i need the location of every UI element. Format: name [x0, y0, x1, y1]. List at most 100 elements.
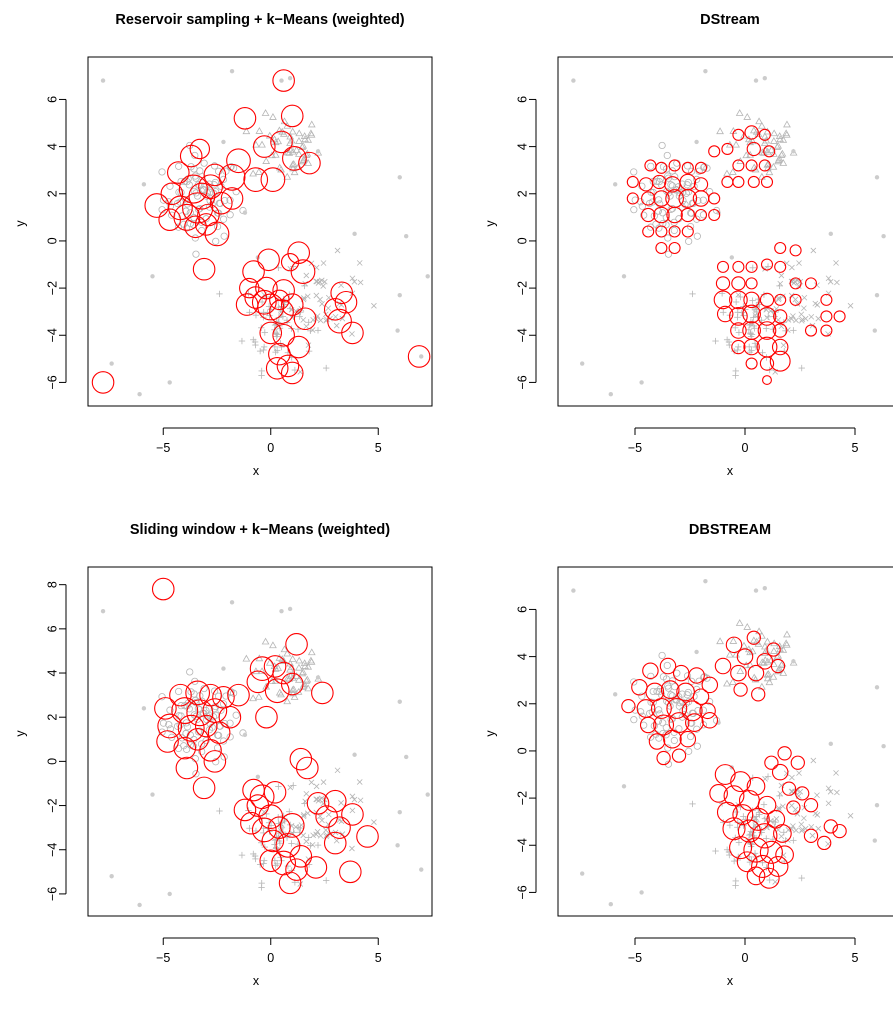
stream-point [269, 113, 277, 120]
cluster-center [757, 795, 777, 815]
stream-point [289, 673, 297, 681]
stream-point [663, 661, 671, 670]
stream-point [288, 654, 297, 662]
stream-point [288, 840, 295, 847]
stream-point [289, 160, 298, 167]
stream-point [694, 706, 702, 715]
cluster-center [732, 260, 745, 273]
noise-point [242, 732, 248, 738]
noise-point [639, 380, 644, 385]
stream-point [794, 811, 801, 817]
stream-point [304, 684, 313, 692]
stream-point [290, 782, 297, 789]
noise-point [874, 685, 880, 690]
stream-point [788, 316, 795, 322]
cluster-center [304, 856, 328, 879]
x-tick-label: 0 [267, 441, 274, 455]
stream-point [314, 278, 320, 285]
stream-point [751, 306, 759, 314]
cluster-center [713, 290, 733, 310]
cluster-center [823, 819, 838, 834]
stream-point [220, 232, 228, 240]
stream-point [796, 770, 802, 776]
cluster-center [289, 845, 313, 868]
stream-point [158, 693, 166, 701]
cluster-center [338, 860, 362, 884]
cluster-center [194, 213, 218, 236]
stream-point [647, 672, 655, 680]
stream-point [278, 655, 287, 662]
cluster-center [278, 871, 302, 895]
stream-point [746, 831, 753, 839]
x-tick-label: −5 [156, 441, 170, 455]
stream-point [303, 323, 310, 330]
stream-point [668, 692, 676, 700]
cluster-center [641, 207, 656, 223]
cluster-center [668, 225, 681, 238]
stream-point [258, 372, 265, 379]
noise-point [608, 902, 613, 907]
cluster-center [745, 159, 758, 172]
cluster-center [280, 104, 304, 128]
stream-point [753, 815, 759, 821]
cluster-center [259, 849, 283, 873]
stream-point [815, 315, 822, 322]
stream-point [159, 719, 168, 727]
stream-point [215, 167, 223, 175]
stream-point [289, 147, 297, 155]
stream-point [277, 690, 285, 698]
stream-point [261, 109, 270, 116]
cluster-center [167, 161, 190, 184]
stream-point [649, 698, 657, 707]
stream-point [249, 694, 258, 702]
stream-point [664, 234, 672, 242]
cluster-center [663, 729, 682, 749]
stream-point [659, 209, 667, 217]
stream-point [712, 847, 719, 855]
stream-point [788, 802, 795, 809]
stream-point [777, 280, 784, 287]
stream-point [655, 706, 663, 714]
stream-point [659, 673, 668, 681]
noise-point [762, 76, 767, 81]
stream-point [683, 672, 692, 680]
stream-point [356, 779, 363, 785]
stream-point [812, 300, 819, 307]
stream-point [658, 651, 666, 660]
y-tick-label: 6 [45, 625, 59, 632]
cluster-center [777, 746, 792, 761]
cluster-center [668, 159, 681, 172]
cluster-center [226, 148, 251, 174]
noise-point [287, 606, 293, 612]
noise-point [874, 175, 880, 180]
noise-point [613, 182, 618, 187]
stream-point [734, 346, 741, 354]
cluster-center [151, 577, 175, 601]
stream-point [765, 168, 774, 176]
stream-point [295, 137, 303, 144]
noise-point [753, 588, 759, 593]
cluster-center [709, 784, 728, 803]
stream-point [250, 850, 257, 858]
stream-point [294, 675, 303, 683]
stream-point [753, 305, 759, 311]
stream-point [186, 219, 195, 228]
cluster-center [242, 260, 265, 283]
noise-point [100, 608, 106, 614]
stream-point [779, 135, 788, 143]
stream-point [764, 773, 772, 780]
stream-point [175, 687, 183, 696]
x-tick-label: 0 [742, 951, 749, 965]
noise-point [881, 234, 886, 239]
stream-point [769, 647, 778, 654]
stream-point [198, 748, 206, 756]
cluster-center [760, 258, 774, 271]
cluster-center [771, 763, 789, 781]
stream-point [319, 817, 325, 824]
stream-point [726, 341, 733, 349]
stream-point [200, 684, 208, 693]
cluster-center [722, 817, 746, 841]
cluster-center [804, 277, 818, 290]
y-tick-label: −2 [45, 281, 59, 295]
cluster-center [770, 658, 786, 674]
